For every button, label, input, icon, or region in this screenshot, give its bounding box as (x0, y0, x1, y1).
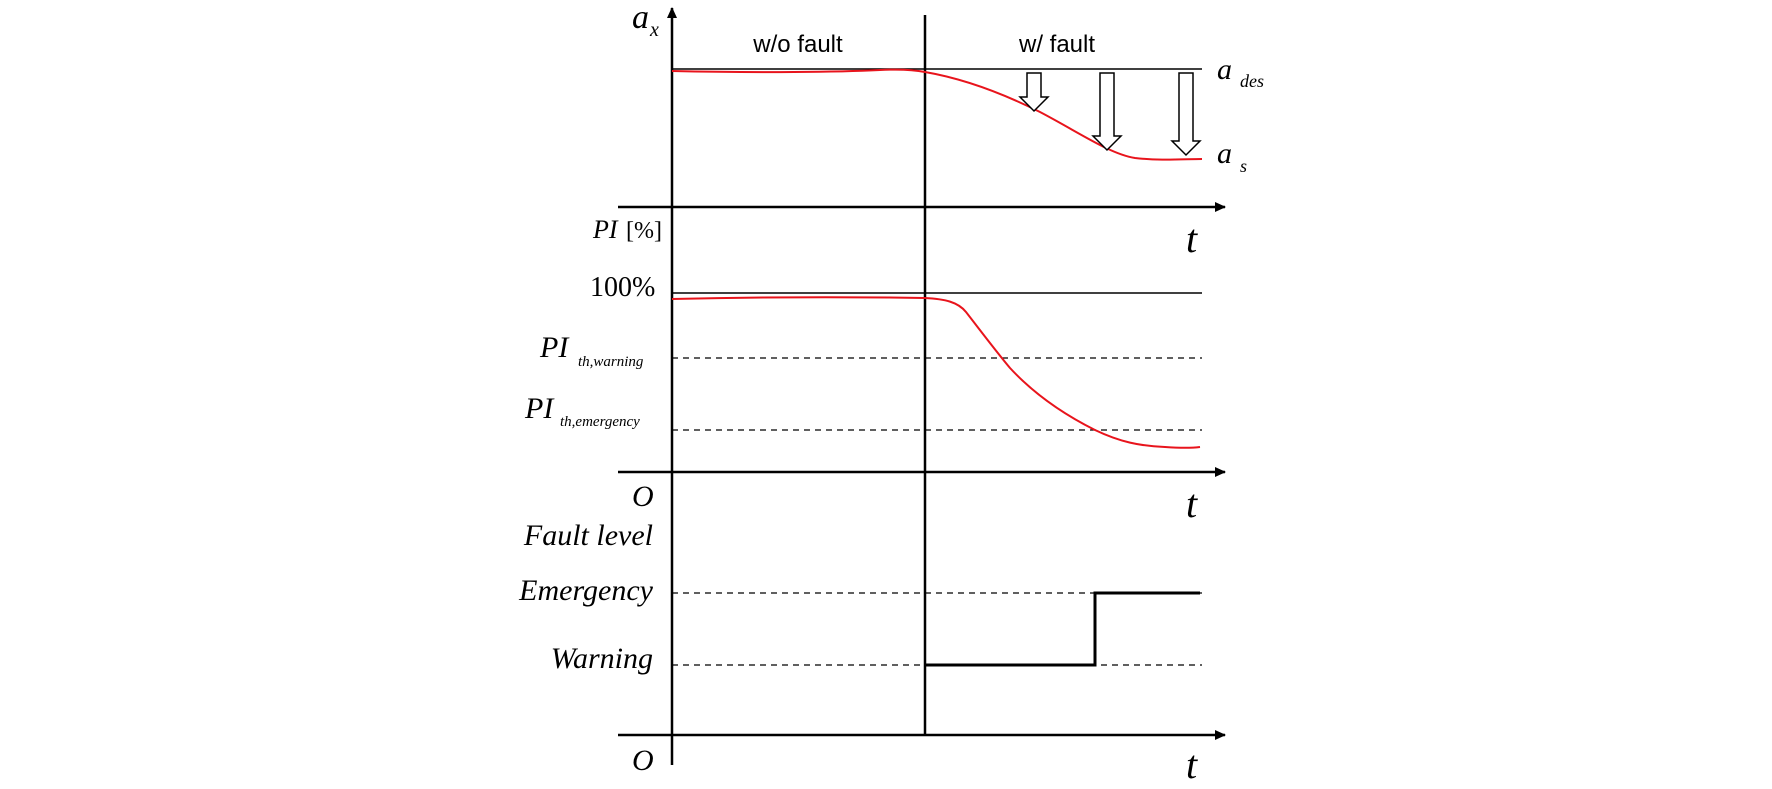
accel-time-label: t (1186, 216, 1198, 261)
fault-level-step (925, 591, 1200, 667)
fault-origin-label: O (632, 744, 654, 777)
fault-time-label: t (1186, 742, 1198, 784)
actual-label-main: a (1217, 137, 1232, 170)
desired-label-main: a (1217, 53, 1232, 86)
actual-accel-curve (671, 68, 1203, 161)
pi-axis-unit: [%] (626, 218, 662, 244)
pi-curve (671, 296, 1201, 449)
pi-time-label: t (1186, 481, 1198, 526)
warning-threshold-sub: th,warning (578, 354, 644, 370)
region-right-label: w/ fault (1018, 31, 1095, 58)
pi-axis-main: PI (592, 215, 619, 244)
warning-threshold-main: PI (539, 331, 570, 364)
desired-label-sub: des (1240, 71, 1264, 91)
degradation-arrow-2 (1091, 72, 1123, 152)
accel-axis-sub: x (649, 19, 659, 41)
fault-level-panel: Fault level Emergency Warning O t (518, 519, 1226, 787)
pi-origin-label: O (632, 480, 654, 513)
pi-100-label: 100% (590, 272, 655, 303)
degradation-arrow-3 (1170, 72, 1202, 157)
degradation-arrow-1 (1018, 72, 1050, 113)
warning-level-label: Warning (551, 642, 653, 675)
acceleration-panel: a x w/o fault w/ fault a des a s t (618, 0, 1264, 261)
accel-axis-main: a (632, 0, 649, 36)
actual-label-sub: s (1240, 156, 1247, 176)
emergency-threshold-main: PI (524, 392, 555, 425)
emergency-level-label: Emergency (518, 574, 653, 607)
performance-index-panel: PI [%] 100% PI th,warning PI th,emergenc… (524, 215, 1226, 526)
fault-level-axis-label: Fault level (523, 519, 653, 552)
emergency-threshold-sub: th,emergency (560, 414, 640, 430)
region-left-label: w/o fault (752, 31, 843, 58)
